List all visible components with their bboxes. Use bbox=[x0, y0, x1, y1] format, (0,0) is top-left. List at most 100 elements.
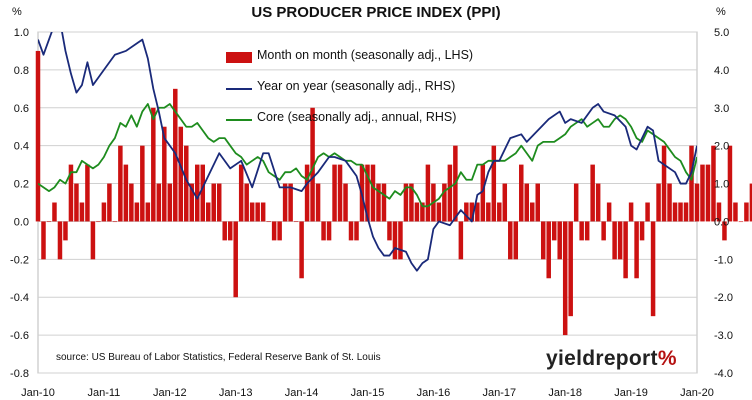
x-tick-label: Jan-14 bbox=[285, 387, 319, 399]
mom-bar bbox=[420, 202, 425, 222]
mom-bar bbox=[568, 221, 573, 317]
mom-bar bbox=[57, 221, 63, 260]
x-tick-label: Jan-13 bbox=[219, 387, 253, 399]
mom-bar bbox=[112, 221, 118, 223]
core-line bbox=[38, 103, 697, 208]
mom-bar bbox=[700, 164, 705, 222]
mom-bar bbox=[96, 221, 101, 223]
mom-bar bbox=[167, 183, 173, 222]
mom-bar bbox=[540, 221, 546, 260]
mom-bar bbox=[546, 221, 551, 279]
mom-bar bbox=[711, 145, 716, 222]
mom-bar bbox=[337, 164, 343, 222]
mom-bar bbox=[271, 221, 277, 241]
mom-bar bbox=[321, 221, 326, 241]
right-tick-label: -1.0 bbox=[714, 254, 733, 266]
mom-bar bbox=[156, 183, 162, 222]
mom-bar bbox=[233, 221, 238, 298]
x-tick-label: Jan-12 bbox=[153, 387, 187, 399]
legend-swatch-mom bbox=[226, 52, 252, 63]
mom-bar bbox=[530, 202, 535, 222]
mom-bar bbox=[288, 183, 293, 222]
left-tick-label: 0.8 bbox=[14, 65, 29, 77]
mom-bar bbox=[134, 202, 140, 222]
mom-bar bbox=[255, 202, 260, 222]
mom-bar bbox=[293, 221, 299, 223]
mom-bar bbox=[590, 164, 595, 222]
x-tick-label: Jan-18 bbox=[548, 387, 582, 399]
brand-mark: % bbox=[657, 347, 677, 370]
mom-bar bbox=[195, 164, 200, 222]
mom-bar bbox=[486, 202, 491, 222]
mom-bar bbox=[52, 202, 57, 222]
mom-bar bbox=[661, 145, 667, 222]
mom-bar bbox=[716, 202, 722, 222]
mom-bar bbox=[244, 183, 249, 222]
gridlines bbox=[37, 31, 698, 374]
mom-bar bbox=[733, 202, 738, 222]
mom-bar bbox=[282, 183, 288, 222]
right-tick-label: 3.0 bbox=[714, 103, 729, 115]
mom-bar bbox=[348, 221, 354, 241]
mom-bar bbox=[74, 183, 79, 222]
mom-bar bbox=[205, 202, 211, 222]
x-tick-label: Jan-15 bbox=[351, 387, 385, 399]
x-tick-label: Jan-17 bbox=[482, 387, 516, 399]
mom-bar bbox=[101, 202, 107, 222]
left-tick-label: -0.2 bbox=[10, 254, 29, 266]
mom-bar bbox=[266, 221, 271, 223]
mom-bar bbox=[617, 221, 623, 260]
mom-bar bbox=[557, 221, 562, 260]
mom-bar bbox=[315, 183, 321, 222]
mom-bar bbox=[519, 164, 524, 222]
left-axis-unit: % bbox=[12, 6, 22, 18]
legend-label-mom: Month on month (seasonally adj., LHS) bbox=[257, 48, 474, 62]
mom-bar bbox=[370, 164, 376, 222]
legend-swatch-core bbox=[226, 119, 252, 121]
mom-bar bbox=[645, 202, 650, 222]
mom-bar bbox=[123, 164, 129, 222]
right-tick-label: -4.0 bbox=[714, 368, 733, 380]
left-tick-label: -0.4 bbox=[10, 292, 29, 304]
mom-bar bbox=[458, 221, 464, 260]
mom-bar bbox=[464, 202, 469, 222]
right-tick-label: -2.0 bbox=[714, 292, 733, 304]
mom-bar bbox=[595, 183, 601, 222]
mom-bar bbox=[392, 221, 398, 260]
mom-bar bbox=[727, 145, 733, 222]
mom-bar bbox=[299, 221, 304, 279]
mom-bar bbox=[381, 183, 387, 222]
mom-bar bbox=[184, 145, 189, 222]
mom-bar bbox=[524, 183, 530, 222]
mom-bar bbox=[118, 145, 123, 222]
left-tick-label: -0.8 bbox=[10, 368, 29, 380]
mom-bar bbox=[145, 202, 151, 222]
mom-bar bbox=[562, 221, 568, 336]
mom-bar bbox=[738, 221, 744, 223]
mom-bar bbox=[376, 183, 381, 222]
mom-bar bbox=[612, 221, 617, 260]
mom-bar bbox=[260, 202, 266, 222]
mom-bar bbox=[513, 221, 519, 260]
mom-bar bbox=[200, 164, 205, 222]
mom-bar bbox=[403, 183, 409, 222]
mom-bar bbox=[480, 164, 486, 222]
mom-bars bbox=[35, 50, 752, 336]
chart-title: US PRODUCER PRICE INDEX (PPI) bbox=[251, 4, 501, 21]
right-tick-label: 4.0 bbox=[714, 65, 729, 77]
mom-bar bbox=[79, 202, 85, 222]
mom-bar bbox=[238, 164, 244, 222]
mom-bar bbox=[151, 107, 156, 222]
right-tick-label: 0.0 bbox=[714, 216, 729, 228]
mom-bar bbox=[222, 221, 227, 241]
left-tick-label: 1.0 bbox=[14, 27, 29, 39]
left-tick-label: 0.4 bbox=[14, 141, 29, 153]
mom-bar bbox=[656, 183, 661, 222]
mom-bar bbox=[343, 183, 348, 222]
mom-bar bbox=[628, 202, 634, 222]
mom-bar bbox=[689, 145, 694, 222]
right-axis-unit: % bbox=[716, 6, 726, 18]
mom-bar bbox=[683, 202, 689, 222]
mom-bar bbox=[365, 164, 370, 222]
